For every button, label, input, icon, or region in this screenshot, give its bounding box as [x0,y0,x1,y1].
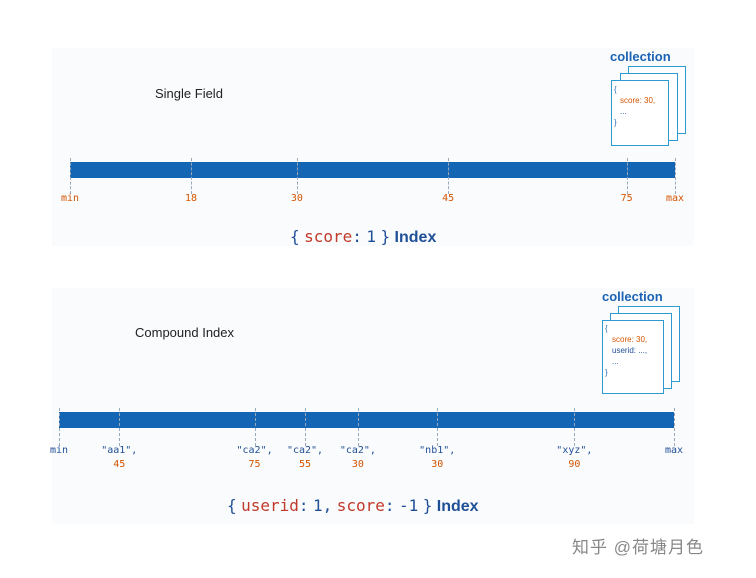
axis-tick [448,158,450,194]
axis-tick [305,408,306,446]
axis-label: 75 [621,192,633,206]
doc-line: score: 30, [620,96,656,105]
axis-label: "ca2", 30 [340,444,376,472]
axis-label-secondary: 75 [248,459,261,470]
axis-label: max [665,444,683,458]
doc-line: ... [612,357,619,366]
axis-tick [191,158,192,194]
doc-line: { [614,85,617,94]
axis-label-primary: max [665,193,685,204]
axis-tick [626,158,628,194]
axis-tick [674,408,675,446]
axis-tick [59,408,60,446]
axis-label-primary: 45 [442,193,455,204]
index-bar-compound [59,412,674,428]
axis-label-primary: "ca2", [236,445,273,456]
caption-brace-close: } [422,496,433,515]
collection-card-front [602,320,664,394]
caption-colon: : [384,496,395,515]
compound-index-panel [52,288,694,524]
doc-line: { [605,324,608,333]
axis-label: "nb1", 30 [419,444,455,472]
axis-label-secondary: 30 [351,459,364,470]
caption-value: 1 [366,227,376,246]
axis-label-secondary: 45 [113,459,126,470]
axis-tick [119,408,121,446]
axis-label-primary: 75 [620,193,633,204]
axis-label: min [61,192,79,206]
axis-label: 45 [442,192,454,206]
caption-key-score: score [336,496,385,515]
axis-label-primary: max [664,445,684,456]
axis-label-primary: "aa1", [101,445,138,456]
caption-brace-open: { [290,227,300,246]
collection-card-front [611,80,669,146]
watermark-text: 知乎 @荷塘月色 [572,538,704,557]
axis-label: 18 [185,192,197,206]
caption-key: score [304,227,353,246]
compound-index-caption: { userid: 1, score: -1 } Index [227,496,479,516]
axis-label-primary: min [60,193,80,204]
axis-label-primary: 30 [290,193,303,204]
collection-label-2: collection [602,289,663,304]
axis-tick [675,158,676,194]
doc-line: } [614,118,617,127]
axis-tick [357,408,359,446]
axis-label: "ca2", 55 [287,444,323,472]
doc-line: userid: ..., [612,346,648,355]
axis-label-secondary: 55 [298,459,312,470]
caption-index-word: Index [436,498,479,515]
axis-tick [437,408,439,446]
doc-line: } [605,368,608,377]
axis-label: min [50,444,68,458]
doc-line: ... [620,107,627,116]
caption-value-score: -1 [398,496,419,515]
axis-label: "xyz", 90 [556,444,592,472]
axis-label-primary: min [49,445,69,456]
document-preview-2: { score: 30, userid: ..., ... } [605,323,647,378]
axis-label-primary: "nb1", [419,445,456,456]
caption-index-word: Index [394,229,437,246]
axis-tick [296,158,298,194]
doc-line: score: 30, [612,335,648,344]
single-field-title: Single Field [155,86,223,101]
single-field-caption: { score: 1 } Index [290,227,436,247]
axis-label-primary: "xyz", [556,445,593,456]
axis-label: max [666,192,684,206]
axis-tick [254,408,256,446]
index-bar-single [70,162,675,178]
caption-colon: : [352,227,362,246]
caption-value-userid: 1, [312,496,333,515]
axis-label-primary: "ca2", [286,445,324,456]
collection-label-1: collection [610,49,671,64]
axis-tick [70,158,71,194]
axis-tick [574,408,576,446]
caption-key-userid: userid [241,496,299,515]
axis-label-primary: 18 [184,193,198,204]
axis-label-primary: "ca2", [339,445,376,456]
axis-label: 30 [291,192,303,206]
axis-label: "ca2", 75 [237,444,273,472]
caption-colon: : [298,496,309,515]
caption-brace-close: } [380,227,391,246]
axis-label: "aa1", 45 [101,444,137,472]
caption-brace-open: { [227,496,237,515]
single-field-panel [52,48,694,246]
axis-label-secondary: 90 [568,459,581,470]
axis-label-secondary: 30 [431,459,444,470]
document-preview-1: { score: 30, ... } [614,84,655,128]
compound-index-title: Compound Index [135,325,235,340]
